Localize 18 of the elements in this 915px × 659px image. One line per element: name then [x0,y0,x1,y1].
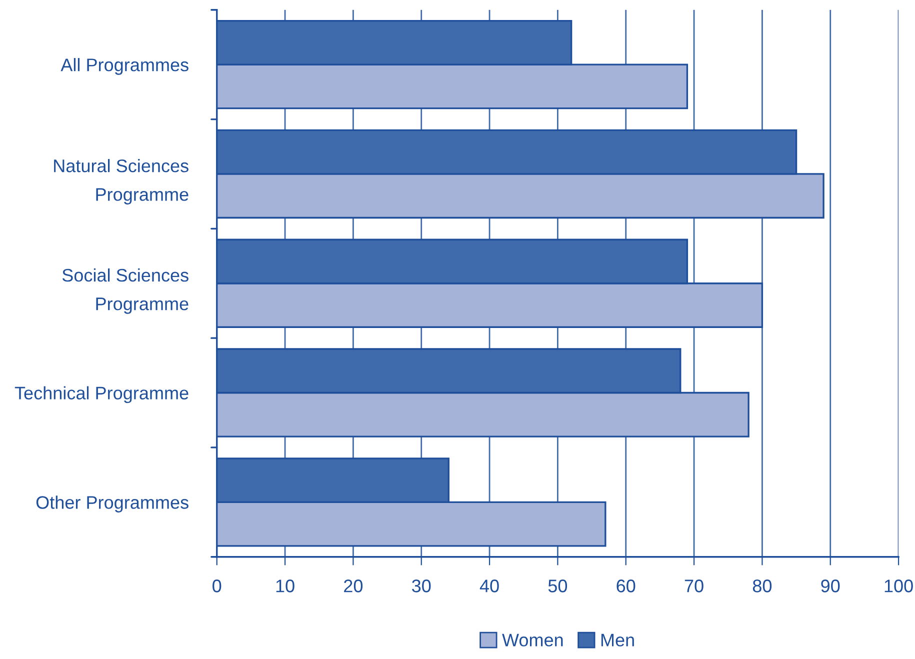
legend-label: Women [502,634,563,646]
x-tick-label: 60 [616,580,636,592]
x-tick-label: 80 [752,580,772,592]
x-tick-label: 10 [276,580,294,592]
x-tick-label: 50 [548,580,568,592]
y-tick-label: Natural Sciences Programme [54,159,188,204]
y-tick-label: Technical Programme [14,386,188,404]
x-tick-label: 100 [884,580,913,592]
y-tick-label: Other Programmes [36,496,188,512]
y-tick-label: All Programmes [60,58,188,75]
x-tick-label: 30 [412,580,431,592]
x-tick-label: 0 [212,580,222,592]
x-tick-label: 40 [480,580,499,592]
y-tick-label: Social Sciences Programme [62,268,188,314]
x-tick-label: 70 [684,580,704,592]
x-tick-label: 90 [821,580,840,592]
legend-label: Men [601,634,634,646]
x-tick-label: 20 [344,580,363,592]
